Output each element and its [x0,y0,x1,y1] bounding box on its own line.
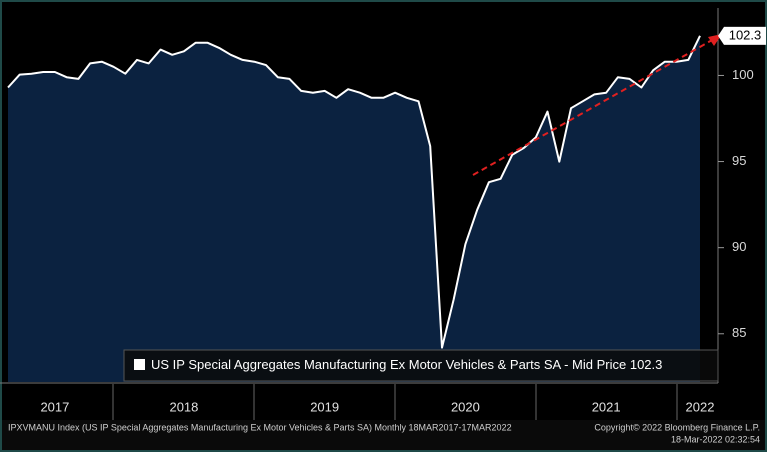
year-separators [112,384,678,420]
x-tick-label: 2021 [592,399,621,414]
trend-arrowhead [708,34,722,46]
y-tick-label: 100 [732,67,754,82]
plot-area [7,35,701,383]
footer-timestamp: 18-Mar-2022 02:32:54 [671,434,760,444]
last-value-pointer [718,26,724,45]
line [7,35,701,349]
footer-bg [2,420,765,450]
trend-line [472,38,715,176]
x-tick-label: 2020 [451,399,480,414]
y-tick-label: 90 [732,239,746,254]
legend-swatch [134,359,145,370]
x-tick-label: 2019 [310,399,339,414]
x-tick-label: 2022 [686,399,715,414]
footer-copyright: Copyright© 2022 Bloomberg Finance L.P. [594,422,760,432]
legend-box [123,349,719,382]
legend-label: US IP Special Aggregates Manufacturing E… [151,357,662,372]
area [8,35,700,383]
last-value-box [724,26,766,45]
y-tick-label: 85 [732,325,746,340]
legend-value: 102.3 [630,357,663,372]
y-tick-label: 95 [732,153,746,168]
x-tick-label: 2018 [169,399,198,414]
x-tick-label: 2017 [40,399,69,414]
last-value-label: 102.3 [729,27,762,42]
legend-name: US IP Special Aggregates Manufacturing E… [151,357,626,372]
footer-left: IPXVMANU Index (US IP Special Aggregates… [8,422,512,432]
